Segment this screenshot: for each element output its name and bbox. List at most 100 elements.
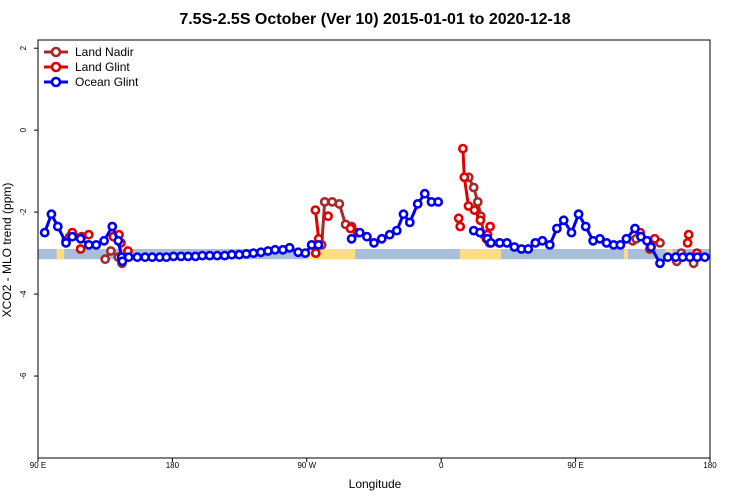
ocean-glint-point xyxy=(412,198,423,209)
ocean-glint-point xyxy=(91,239,102,250)
land-glint-point xyxy=(469,205,480,215)
land-glint-point xyxy=(682,237,693,248)
land-glint-point xyxy=(323,211,333,222)
x-tick-label: 90 W xyxy=(297,461,316,470)
plot-frame xyxy=(37,39,711,459)
ocean-glint-point xyxy=(113,235,124,246)
y-tick-label: 2 xyxy=(19,45,28,50)
land-glint-point xyxy=(459,172,470,183)
land-glint-point xyxy=(345,223,356,234)
ocean-glint-point xyxy=(630,223,640,234)
y-tick-label: -6 xyxy=(19,372,28,380)
land-nadir-point xyxy=(334,198,345,209)
legend-swatch-marker xyxy=(50,76,62,88)
ocean-glint-point xyxy=(212,250,223,261)
ocean-glint-point xyxy=(662,252,673,263)
ocean-glint-point xyxy=(117,256,128,267)
ocean-glint-point xyxy=(52,221,63,232)
ocean-glint-point xyxy=(552,223,562,234)
land-glint-point xyxy=(683,229,694,240)
ocean-glint-point xyxy=(485,237,496,248)
ocean-glint-point xyxy=(615,239,626,250)
ocean-glint-point xyxy=(376,233,387,244)
land-nadir-point xyxy=(472,196,483,207)
ocean-glint-point xyxy=(558,215,569,226)
ocean-glint-point xyxy=(300,248,311,258)
land-nadir-point xyxy=(100,254,111,265)
ocean-glint-point xyxy=(692,252,703,263)
ocean-glint-point xyxy=(123,252,134,263)
ocean-glint-point xyxy=(580,221,591,232)
land-band-segment xyxy=(56,249,65,260)
axes: 90 E 180 90 W 0 90 E 180 2 0 -2 -4 -6 xyxy=(19,45,717,470)
ocean-glint-point xyxy=(369,237,379,248)
ocean-glint-point xyxy=(699,252,710,263)
ocean-glint-point xyxy=(655,258,665,269)
ocean-glint-point xyxy=(384,229,395,240)
legend-swatch-marker xyxy=(50,61,62,73)
x-tick-label: 90 E xyxy=(30,461,46,470)
land-glint-point xyxy=(457,143,468,154)
ocean-glint-point xyxy=(75,233,86,244)
series-ocean-glint xyxy=(39,188,710,269)
ocean-glint-point xyxy=(573,209,584,220)
land-nadir-point xyxy=(105,246,116,256)
x-tick-label: 180 xyxy=(166,461,180,470)
land-glint-point xyxy=(310,205,321,215)
ocean-glint-point xyxy=(284,242,295,253)
ocean-glint-point xyxy=(248,248,259,258)
y-tick-label: -2 xyxy=(19,208,28,216)
legend-label: Ocean Glint xyxy=(75,75,139,89)
land-glint-point xyxy=(310,248,321,258)
ocean-glint-point xyxy=(354,227,365,238)
ocean-glint-point xyxy=(684,252,695,263)
ocean-glint-point xyxy=(99,235,109,246)
legend-label: Land Glint xyxy=(75,60,130,74)
ocean-glint-point xyxy=(46,209,57,220)
land-band-segment xyxy=(306,249,356,260)
x-tick-label: 0 xyxy=(439,461,444,470)
land-glint-point xyxy=(75,244,86,254)
ocean-glint-point xyxy=(204,250,215,261)
land-nadir-point xyxy=(319,196,330,207)
ocean-glint-point xyxy=(361,231,372,242)
series-layer xyxy=(39,143,710,269)
ocean-glint-point xyxy=(61,237,71,248)
ocean-glint-point xyxy=(501,237,512,248)
x-tick-label: 90 E xyxy=(567,461,583,470)
land-glint-point xyxy=(485,221,495,232)
land-glint-point xyxy=(455,221,466,232)
y-tick-label: -4 xyxy=(19,290,28,298)
ocean-band xyxy=(38,249,710,260)
ocean-glint-point xyxy=(39,227,50,238)
y-axis-label: XCO2 - MLO trend (ppm) xyxy=(0,183,14,318)
ocean-glint-point xyxy=(523,244,534,254)
ocean-glint-point xyxy=(475,227,485,238)
ocean-glint-point xyxy=(544,239,555,250)
y-tick-label: 0 xyxy=(19,127,28,132)
ocean-glint-point xyxy=(346,233,357,244)
land-glint-point xyxy=(453,213,464,224)
land-glint-point xyxy=(649,233,660,244)
land-band-segment xyxy=(624,249,628,260)
ocean-glint-point xyxy=(595,233,605,244)
ocean-glint-point xyxy=(313,239,324,250)
ocean-glint-point xyxy=(398,209,409,220)
ocean-glint-point xyxy=(67,231,78,242)
ocean-glint-point xyxy=(537,235,548,246)
ocean-glint-point xyxy=(646,242,656,252)
ocean-glint-point xyxy=(270,244,280,255)
land-glint-point xyxy=(83,229,94,240)
ocean-glint-point xyxy=(419,188,430,199)
x-axis-label: Longitude xyxy=(349,477,402,491)
ocean-glint-point xyxy=(404,217,415,228)
ocean-glint-point xyxy=(621,233,632,244)
land-nadir-point xyxy=(468,182,479,193)
ocean-glint-point xyxy=(168,251,179,262)
ocean-glint-point xyxy=(132,252,143,263)
x-tick-label: 180 xyxy=(703,461,717,470)
legend-label: Land Nadir xyxy=(75,45,134,59)
ocean-glint-point xyxy=(566,227,577,238)
ocean-glint-point xyxy=(147,252,158,263)
